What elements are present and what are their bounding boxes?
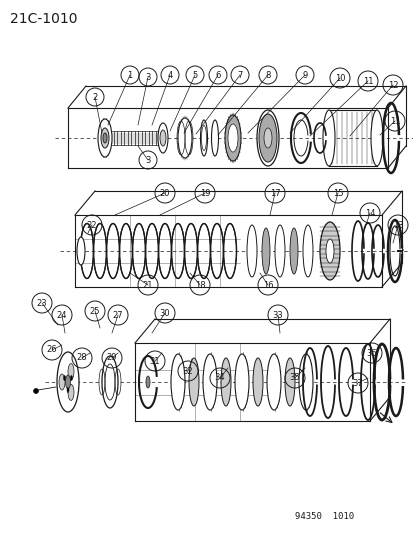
Ellipse shape: [77, 237, 85, 265]
Ellipse shape: [263, 128, 271, 148]
Text: 5: 5: [192, 70, 197, 79]
Ellipse shape: [67, 387, 69, 392]
Text: 21: 21: [142, 280, 153, 289]
Text: 29: 29: [107, 353, 117, 362]
Ellipse shape: [200, 120, 207, 156]
Text: 11: 11: [389, 117, 399, 125]
Ellipse shape: [171, 354, 185, 410]
Text: 30: 30: [159, 309, 170, 318]
Ellipse shape: [98, 119, 112, 157]
Text: 34: 34: [214, 374, 225, 383]
Ellipse shape: [189, 358, 199, 406]
Ellipse shape: [298, 354, 312, 410]
Ellipse shape: [65, 375, 70, 389]
Ellipse shape: [68, 384, 74, 400]
Text: 15: 15: [332, 189, 342, 198]
Text: 36: 36: [366, 349, 377, 358]
Ellipse shape: [202, 354, 216, 410]
Ellipse shape: [256, 110, 278, 166]
Ellipse shape: [370, 110, 382, 166]
Text: 21C-1010: 21C-1010: [10, 12, 77, 26]
Ellipse shape: [70, 376, 72, 381]
Text: 16: 16: [262, 280, 273, 289]
Text: 8: 8: [265, 70, 270, 79]
Ellipse shape: [221, 358, 230, 406]
Text: 25: 25: [90, 306, 100, 316]
Text: 11: 11: [362, 77, 373, 85]
Text: 94350  1010: 94350 1010: [294, 512, 353, 521]
Text: 28: 28: [76, 353, 87, 362]
Text: 3: 3: [145, 72, 150, 82]
Text: 27: 27: [112, 311, 123, 319]
Ellipse shape: [259, 114, 276, 162]
Text: 14: 14: [364, 208, 374, 217]
Text: 26: 26: [47, 345, 57, 354]
Ellipse shape: [178, 118, 192, 158]
Text: 24: 24: [57, 311, 67, 319]
Text: 9: 9: [301, 70, 307, 79]
Ellipse shape: [252, 358, 262, 406]
Ellipse shape: [235, 354, 248, 410]
Ellipse shape: [302, 225, 312, 277]
Text: 7: 7: [237, 70, 242, 79]
Ellipse shape: [146, 376, 150, 388]
Ellipse shape: [103, 133, 107, 143]
Ellipse shape: [284, 358, 294, 406]
Ellipse shape: [102, 356, 118, 408]
Text: 13: 13: [392, 221, 402, 230]
Text: 12: 12: [387, 80, 397, 90]
Ellipse shape: [325, 239, 333, 263]
Text: 23: 23: [37, 298, 47, 308]
Text: 10: 10: [334, 74, 344, 83]
Ellipse shape: [319, 222, 339, 280]
Text: 2: 2: [92, 93, 97, 101]
Text: 4: 4: [167, 70, 172, 79]
Text: 33: 33: [272, 311, 282, 319]
Ellipse shape: [63, 376, 65, 381]
Ellipse shape: [101, 128, 109, 148]
Text: 18: 18: [194, 280, 205, 289]
Text: 6: 6: [215, 70, 220, 79]
Ellipse shape: [289, 228, 297, 274]
Ellipse shape: [261, 228, 269, 274]
Text: 17: 17: [269, 189, 280, 198]
Ellipse shape: [228, 124, 237, 152]
Ellipse shape: [224, 115, 240, 161]
Text: 20: 20: [159, 189, 170, 198]
Text: 1: 1: [127, 70, 132, 79]
Text: 32: 32: [182, 367, 193, 376]
Text: 3: 3: [145, 156, 150, 165]
Ellipse shape: [266, 354, 280, 410]
Text: 31: 31: [150, 357, 160, 366]
Text: 35: 35: [289, 374, 299, 383]
Text: 22: 22: [87, 221, 97, 230]
Ellipse shape: [211, 120, 218, 156]
Ellipse shape: [274, 225, 284, 277]
Ellipse shape: [59, 374, 65, 390]
Ellipse shape: [247, 225, 256, 277]
Ellipse shape: [159, 130, 166, 146]
Text: 19: 19: [199, 189, 210, 198]
Ellipse shape: [68, 364, 74, 379]
Text: 37: 37: [352, 378, 363, 387]
Ellipse shape: [33, 389, 38, 393]
Ellipse shape: [57, 352, 79, 412]
Ellipse shape: [158, 123, 168, 153]
Ellipse shape: [322, 110, 334, 166]
